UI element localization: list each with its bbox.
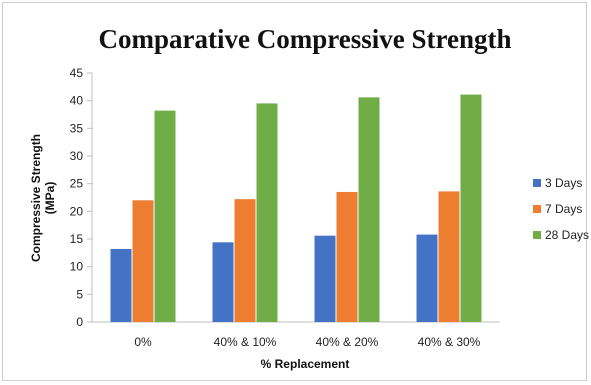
legend-label: 7 Days — [545, 202, 582, 216]
bar-7-days — [132, 200, 154, 322]
legend-swatch — [533, 205, 541, 213]
bar-3-days — [110, 248, 132, 322]
bar-3-days — [416, 234, 438, 322]
bar-28-days — [154, 110, 176, 322]
y-tick-label: 0 — [76, 315, 83, 329]
y-tick-label: 35 — [70, 121, 84, 135]
bar-28-days — [358, 97, 380, 322]
bar-3-days — [314, 235, 336, 322]
y-axis-title: Compressive Strength (MPa) — [29, 134, 57, 262]
y-tick-label: 10 — [70, 260, 84, 274]
y-tick-label: 20 — [70, 204, 84, 218]
bar-28-days — [460, 94, 482, 322]
bar-7-days — [336, 191, 358, 322]
bar-7-days — [234, 199, 256, 322]
bar-28-days — [256, 103, 278, 322]
legend-swatch — [533, 179, 541, 187]
chart-frame — [2, 2, 587, 381]
x-tick-label: 40% & 30% — [418, 335, 481, 349]
y-tick-label: 5 — [76, 287, 83, 301]
legend-label: 28 Days — [545, 228, 589, 242]
y-axis-ticks: 0 5 10 15 20 25 30 35 40 45 — [70, 66, 92, 329]
x-axis-ticks: 0% 40% & 10% 40% & 20% 40% & 30% — [134, 335, 480, 349]
y-tick-label: 30 — [70, 149, 84, 163]
y-axis-title-line-1: Compressive Strength — [29, 134, 43, 262]
y-tick-label: 40 — [70, 94, 84, 108]
legend-label: 3 Days — [545, 176, 582, 190]
y-tick-label: 15 — [70, 232, 84, 246]
y-axis-title-line-2: (MPa) — [43, 182, 57, 215]
x-tick-label: 0% — [134, 335, 152, 349]
bar-3-days — [212, 242, 234, 322]
x-tick-label: 40% & 20% — [316, 335, 379, 349]
y-tick-label: 25 — [70, 177, 84, 191]
legend: 3 Days 7 Days 28 Days — [533, 176, 589, 242]
legend-swatch — [533, 231, 541, 239]
bars — [110, 94, 482, 322]
x-axis-title: % Replacement — [261, 357, 350, 371]
y-tick-label: 45 — [70, 66, 84, 80]
x-tick-label: 40% & 10% — [214, 335, 277, 349]
chart-title: Comparative Compressive Strength — [99, 24, 512, 54]
bar-7-days — [438, 191, 460, 322]
